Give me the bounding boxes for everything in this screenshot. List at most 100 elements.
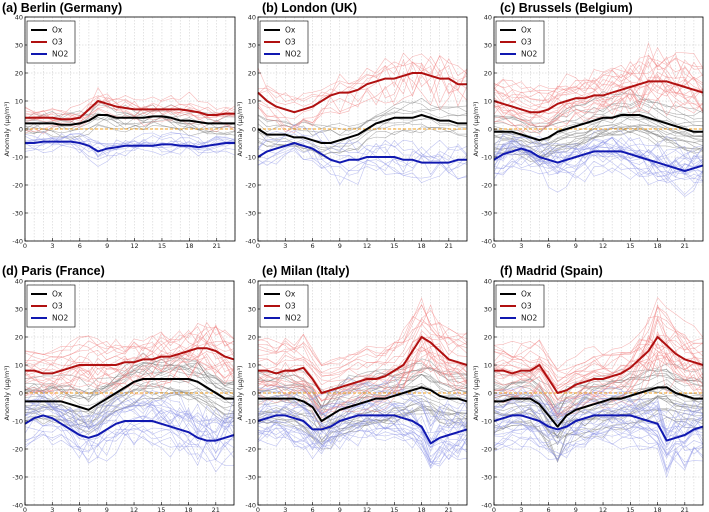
station-trace-o3 <box>493 346 704 402</box>
y-tick-label: -30 <box>481 473 492 481</box>
station-trace-ox <box>24 384 235 415</box>
station-trace-o3 <box>493 83 704 122</box>
station-trace-ox <box>493 115 704 146</box>
station-trace-no2 <box>24 427 235 466</box>
series-line-o3 <box>493 80 704 114</box>
series-line-o3 <box>258 336 468 394</box>
panel-2: (b) London (UK) -40 -30 -20 -10 0 10 20 30 40 0 3 6 9… <box>236 1 468 250</box>
legend-label: NO2 <box>52 50 69 59</box>
y-tick-label: 0 <box>252 125 256 133</box>
y-tick-label: -40 <box>481 501 492 509</box>
x-tick-label: 9 <box>338 242 342 250</box>
station-trace-no2 <box>257 124 468 161</box>
x-tick-label: 6 <box>310 242 314 250</box>
station-trace-o3 <box>493 316 704 382</box>
station-trace-no2 <box>24 394 235 437</box>
x-tick-label: 18 <box>184 506 192 512</box>
station-trace-ox <box>24 124 236 140</box>
station-trace-o3 <box>493 62 704 108</box>
y-tick-label: 40 <box>484 13 492 21</box>
y-tick-label: 30 <box>248 305 256 313</box>
station-trace-o3 <box>493 317 704 389</box>
station-trace-no2 <box>257 419 468 451</box>
y-tick-label: -10 <box>481 417 492 425</box>
station-trace-no2 <box>493 399 704 434</box>
station-trace-no2 <box>257 133 468 161</box>
station-trace-no2 <box>257 406 468 446</box>
station-trace-no2 <box>493 415 704 456</box>
station-trace-no2 <box>24 397 235 432</box>
station-trace-no2 <box>493 405 704 447</box>
station-trace-no2 <box>25 132 236 148</box>
series-line-no2 <box>24 414 235 442</box>
legend-label: Ox <box>285 26 296 35</box>
y-tick-label: 10 <box>248 361 256 369</box>
y-tick-label: -20 <box>481 181 492 189</box>
station-trace-o3 <box>493 351 704 409</box>
station-trace-o3 <box>257 72 468 134</box>
station-trace-o3 <box>493 58 704 102</box>
legend-label: Ox <box>521 290 532 299</box>
x-tick-label: 12 <box>599 242 607 250</box>
station-trace-no2 <box>24 401 235 442</box>
station-trace-no2 <box>493 433 704 474</box>
x-tick-label: 21 <box>681 506 689 512</box>
station-trace-no2 <box>24 425 235 467</box>
station-trace-no2 <box>493 143 704 180</box>
x-tick-label: 3 <box>283 506 287 512</box>
y-tick-label: -30 <box>245 473 256 481</box>
x-tick-label: 21 <box>445 242 453 250</box>
x-tick-label: 18 <box>653 242 661 250</box>
x-tick-label: 0 <box>256 506 260 512</box>
y-tick-label: -40 <box>481 237 492 245</box>
legend-label: O3 <box>285 38 296 47</box>
station-trace-no2 <box>257 142 468 176</box>
station-trace-no2 <box>257 147 468 174</box>
station-trace-ox <box>257 412 468 443</box>
series-line-no2 <box>257 414 468 445</box>
y-tick-label: 20 <box>248 333 256 341</box>
station-trace-o3 <box>257 351 468 403</box>
station-trace-o3 <box>493 42 704 93</box>
station-traces <box>24 321 235 473</box>
x-tick-label: 15 <box>390 242 398 250</box>
station-trace-no2 <box>24 139 236 160</box>
x-tick-label: 9 <box>338 506 342 512</box>
station-trace-ox <box>493 390 704 427</box>
station-trace-o3 <box>24 359 235 400</box>
y-tick-label: 20 <box>484 69 492 77</box>
series-line-o3 <box>25 100 235 121</box>
x-tick-label: 12 <box>599 506 607 512</box>
y-tick-label: 10 <box>484 97 492 105</box>
y-tick-label: -40 <box>245 237 256 245</box>
legend-label: NO2 <box>521 314 538 323</box>
x-tick-label: 3 <box>519 506 523 512</box>
x-tick-label: 0 <box>23 506 27 512</box>
station-trace-no2 <box>257 427 468 458</box>
station-trace-no2 <box>493 418 704 459</box>
station-trace-no2 <box>24 390 235 434</box>
station-trace-o3 <box>493 61 704 107</box>
panel-title: (a) Berlin (Germany) <box>2 1 122 15</box>
station-trace-no2 <box>493 149 704 182</box>
y-tick-label: 0 <box>19 125 23 133</box>
station-trace-ox <box>493 396 704 439</box>
station-trace-no2 <box>24 410 235 455</box>
station-trace-no2 <box>493 136 704 167</box>
station-trace-ox <box>493 363 704 401</box>
y-tick-label: 30 <box>484 41 492 49</box>
y-tick-label: -30 <box>481 209 492 217</box>
station-trace-o3 <box>493 319 704 386</box>
station-trace-o3 <box>257 58 468 120</box>
station-trace-no2 <box>257 383 468 433</box>
station-trace-o3 <box>24 336 235 374</box>
x-tick-label: 15 <box>157 506 165 512</box>
station-trace-o3 <box>257 323 468 378</box>
y-tick-label: -20 <box>245 445 256 453</box>
station-trace-ox <box>493 124 704 153</box>
series-line-ox <box>494 114 703 142</box>
station-trace-o3 <box>493 304 704 383</box>
station-trace-ox <box>24 362 235 401</box>
x-tick-label: 18 <box>417 506 425 512</box>
station-trace-o3 <box>493 84 704 135</box>
